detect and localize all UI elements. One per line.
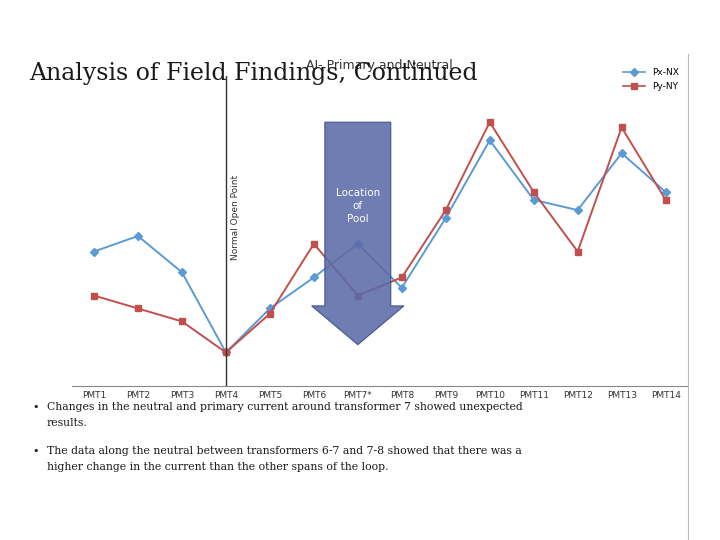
Text: The data along the neutral between transformers 6-7 and 7-8 showed that there wa: The data along the neutral between trans… — [47, 446, 521, 456]
Text: Analysis of Field Findings, Continued: Analysis of Field Findings, Continued — [29, 62, 477, 85]
Py-NY — [441, 207, 450, 213]
Px-NX — [222, 349, 230, 356]
Text: Normal Open Point: Normal Open Point — [231, 176, 240, 260]
Py-NY — [90, 292, 99, 299]
Legend: Px-NX, Py-NY: Px-NX, Py-NY — [619, 65, 683, 94]
Py-NY — [222, 349, 230, 356]
Px-NX — [661, 189, 670, 195]
Line: Py-NY: Py-NY — [91, 119, 668, 355]
Px-NX — [354, 240, 362, 247]
Polygon shape — [312, 122, 404, 345]
Py-NY — [529, 189, 538, 195]
Py-NY — [573, 248, 582, 255]
Text: Energy: Energy — [665, 23, 701, 32]
Px-NX — [397, 285, 406, 291]
Line: Px-NX: Px-NX — [91, 138, 668, 355]
Py-NY — [134, 305, 143, 312]
Px-NX — [310, 274, 318, 281]
Text: •: • — [32, 446, 39, 456]
Py-NY — [617, 124, 626, 131]
Py-NY — [354, 292, 362, 299]
Px-NX — [573, 207, 582, 213]
Text: •: • — [32, 402, 39, 413]
Py-NY — [266, 310, 274, 317]
Px-NX — [529, 197, 538, 203]
Text: higher change in the current than the other spans of the loop.: higher change in the current than the ot… — [47, 462, 388, 472]
Px-NX — [90, 248, 99, 255]
Text: CenterPoint.: CenterPoint. — [636, 10, 701, 18]
Px-NX — [441, 215, 450, 221]
Title: AI- Primary and Neutral: AI- Primary and Neutral — [307, 59, 453, 72]
Py-NY — [485, 119, 494, 125]
Px-NX — [485, 137, 494, 144]
Text: results.: results. — [47, 418, 88, 429]
Py-NY — [397, 274, 406, 281]
Px-NX — [617, 150, 626, 157]
Text: Location
of
Pool: Location of Pool — [336, 188, 380, 225]
Py-NY — [178, 318, 186, 325]
Px-NX — [134, 233, 143, 239]
Py-NY — [310, 240, 318, 247]
Py-NY — [661, 197, 670, 203]
Text: Changes in the neutral and primary current around transformer 7 showed unexpecte: Changes in the neutral and primary curre… — [47, 402, 523, 413]
Px-NX — [178, 269, 186, 275]
Px-NX — [266, 305, 274, 312]
